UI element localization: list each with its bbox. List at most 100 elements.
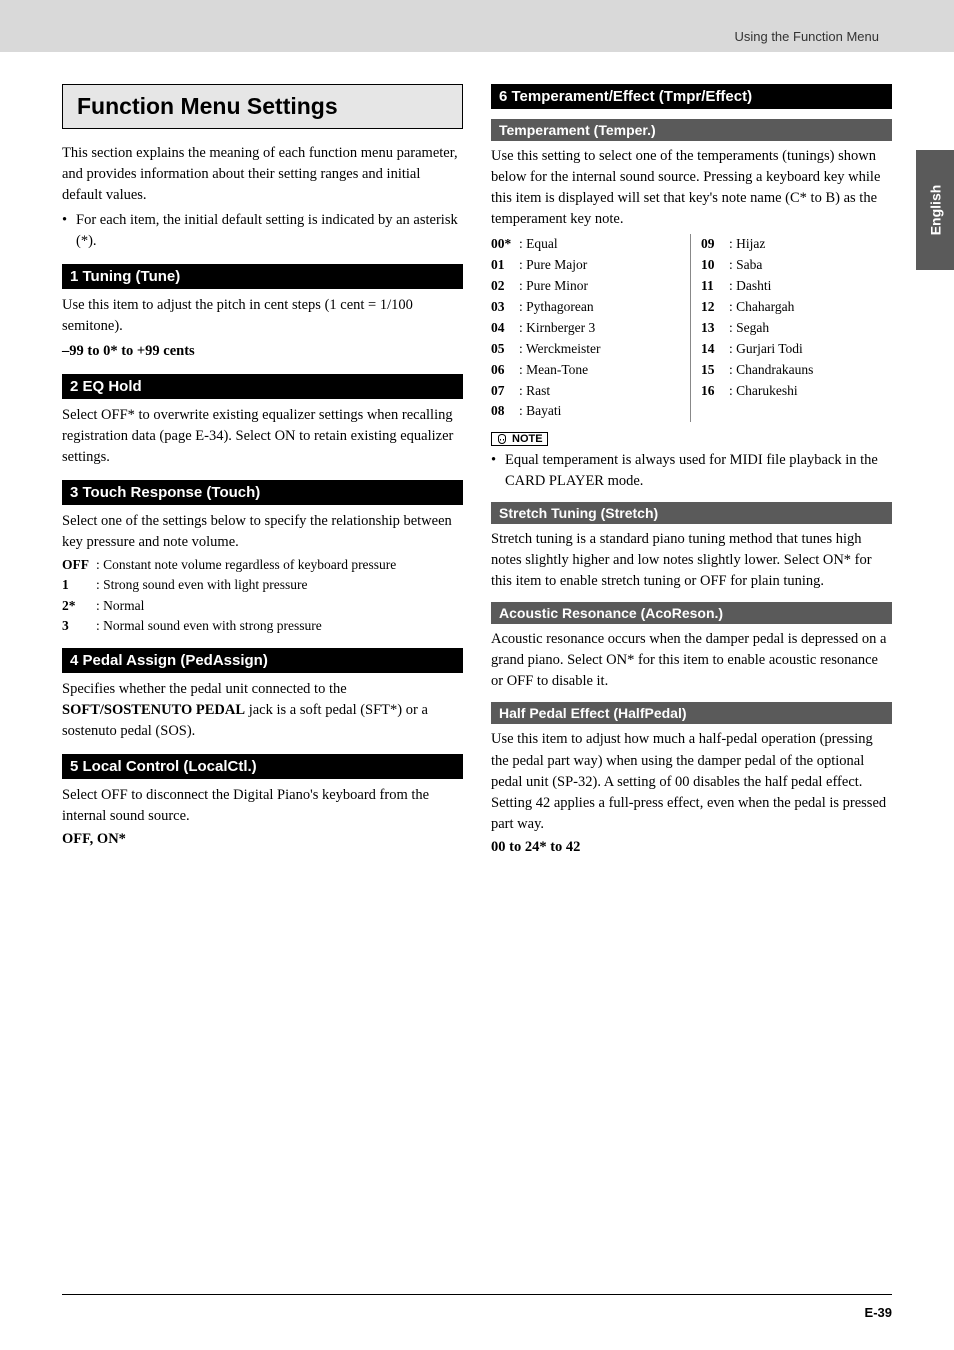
list-val: : Rast — [519, 381, 550, 402]
setting-row: OFF: Constant note volume regardless of … — [62, 555, 463, 575]
section-4-pre: Specifies whether the pedal unit connect… — [62, 681, 347, 697]
list-num: 01 — [491, 255, 519, 276]
setting-key: 1 — [62, 575, 96, 595]
list-item: 08: Bayati — [491, 401, 682, 422]
setting-value: : Normal sound even with strong pressure — [96, 616, 322, 636]
intro-paragraph: This section explains the meaning of eac… — [62, 143, 463, 206]
section-5-range: OFF, ON* — [62, 829, 463, 850]
section-3-settings: OFF: Constant note volume regardless of … — [62, 555, 463, 636]
header-section-label: Using the Function Menu — [734, 29, 879, 44]
list-num: 10 — [701, 255, 729, 276]
list-item: 09: Hijaz — [701, 234, 892, 255]
footer-rule — [62, 1294, 892, 1295]
halfpedal-range: 00 to 24* to 42 — [491, 837, 892, 858]
main-heading: Function Menu Settings — [77, 93, 448, 120]
list-val: : Segah — [729, 318, 769, 339]
temperament-heading: Temperament (Temper.) — [491, 119, 892, 141]
list-val: : Dashti — [729, 276, 771, 297]
list-num: 14 — [701, 339, 729, 360]
section-1-body: Use this item to adjust the pitch in cen… — [62, 295, 463, 337]
list-item: 02: Pure Minor — [491, 276, 682, 297]
list-val: : Werckmeister — [519, 339, 601, 360]
note-bullet: Equal temperament is always used for MID… — [491, 450, 892, 492]
setting-value: : Strong sound even with light pressure — [96, 575, 307, 595]
list-item: 06: Mean-Tone — [491, 360, 682, 381]
header-bar: Using the Function Menu — [0, 0, 954, 52]
list-val: : Charukeshi — [729, 381, 798, 402]
list-item: 10: Saba — [701, 255, 892, 276]
note-label: NOTE — [491, 432, 548, 446]
list-val: : Hijaz — [729, 234, 765, 255]
list-val: : Saba — [729, 255, 762, 276]
section-4-bold: SOFT/SOSTENUTO PEDAL — [62, 702, 245, 718]
section-4-heading: 4 Pedal Assign (PedAssign) — [62, 648, 463, 673]
setting-row: 1: Strong sound even with light pressure — [62, 575, 463, 595]
halfpedal-body: Use this item to adjust how much a half-… — [491, 729, 892, 834]
list-item: 00*: Equal — [491, 234, 682, 255]
setting-key: 2* — [62, 596, 96, 616]
section-1-range: –99 to 0* to +99 cents — [62, 341, 463, 362]
section-3-body: Select one of the settings below to spec… — [62, 511, 463, 553]
temperament-body: Use this setting to select one of the te… — [491, 146, 892, 230]
halfpedal-heading: Half Pedal Effect (HalfPedal) — [491, 702, 892, 724]
list-val: : Pure Major — [519, 255, 587, 276]
list-num: 13 — [701, 318, 729, 339]
list-num: 06 — [491, 360, 519, 381]
list-item: 14: Gurjari Todi — [701, 339, 892, 360]
acoreson-heading: Acoustic Resonance (AcoReson.) — [491, 602, 892, 624]
list-num: 09 — [701, 234, 729, 255]
list-item: 03: Pythagorean — [491, 297, 682, 318]
list-val: : Gurjari Todi — [729, 339, 803, 360]
list-val: : Mean-Tone — [519, 360, 588, 381]
list-item: 16: Charukeshi — [701, 381, 892, 402]
setting-key: OFF — [62, 555, 96, 575]
list-num: 05 — [491, 339, 519, 360]
list-num: 16 — [701, 381, 729, 402]
temperament-list-left: 00*: Equal 01: Pure Major 02: Pure Minor… — [491, 234, 691, 422]
intro-bullet: For each item, the initial default setti… — [62, 210, 463, 252]
list-item: 07: Rast — [491, 381, 682, 402]
section-2-body: Select OFF* to overwrite existing equali… — [62, 405, 463, 468]
list-item: 11: Dashti — [701, 276, 892, 297]
note-bullet-list: Equal temperament is always used for MID… — [491, 450, 892, 492]
stretch-body: Stretch tuning is a standard piano tunin… — [491, 529, 892, 592]
section-2-heading: 2 EQ Hold — [62, 374, 463, 399]
list-val: : Pure Minor — [519, 276, 588, 297]
temperament-list: 00*: Equal 01: Pure Major 02: Pure Minor… — [491, 234, 892, 422]
setting-row: 2*: Normal — [62, 596, 463, 616]
list-item: 04: Kirnberger 3 — [491, 318, 682, 339]
list-val: : Chandrakauns — [729, 360, 813, 381]
section-3-heading: 3 Touch Response (Touch) — [62, 480, 463, 505]
temperament-list-right: 09: Hijaz 10: Saba 11: Dashti 12: Chahar… — [691, 234, 892, 422]
list-val: : Chahargah — [729, 297, 794, 318]
list-num: 07 — [491, 381, 519, 402]
list-num: 11 — [701, 276, 729, 297]
list-num: 00* — [491, 234, 519, 255]
list-num: 03 — [491, 297, 519, 318]
section-4-body: Specifies whether the pedal unit connect… — [62, 679, 463, 742]
intro-bullet-list: For each item, the initial default setti… — [62, 210, 463, 252]
language-tab-label: English — [927, 185, 943, 236]
stretch-heading: Stretch Tuning (Stretch) — [491, 502, 892, 524]
page-number: E-39 — [865, 1305, 892, 1320]
right-column: 6 Temperament/Effect (Tmpr/Effect) Tempe… — [491, 82, 892, 862]
list-val: : Bayati — [519, 401, 561, 422]
section-1-heading: 1 Tuning (Tune) — [62, 264, 463, 289]
language-tab: English — [916, 150, 954, 270]
section-6-heading: 6 Temperament/Effect (Tmpr/Effect) — [491, 84, 892, 109]
list-item: 12: Chahargah — [701, 297, 892, 318]
setting-row: 3: Normal sound even with strong pressur… — [62, 616, 463, 636]
list-num: 08 — [491, 401, 519, 422]
note-label-text: NOTE — [512, 433, 543, 445]
note-block: NOTE Equal temperament is always used fo… — [491, 432, 892, 492]
list-num: 15 — [701, 360, 729, 381]
main-heading-box: Function Menu Settings — [62, 84, 463, 129]
list-val: : Pythagorean — [519, 297, 594, 318]
acoreson-body: Acoustic resonance occurs when the dampe… — [491, 629, 892, 692]
left-column: Function Menu Settings This section expl… — [62, 82, 463, 862]
list-item: 15: Chandrakauns — [701, 360, 892, 381]
list-val: : Kirnberger 3 — [519, 318, 595, 339]
setting-value: : Normal — [96, 596, 144, 616]
list-num: 04 — [491, 318, 519, 339]
page-body: Function Menu Settings This section expl… — [0, 52, 954, 862]
